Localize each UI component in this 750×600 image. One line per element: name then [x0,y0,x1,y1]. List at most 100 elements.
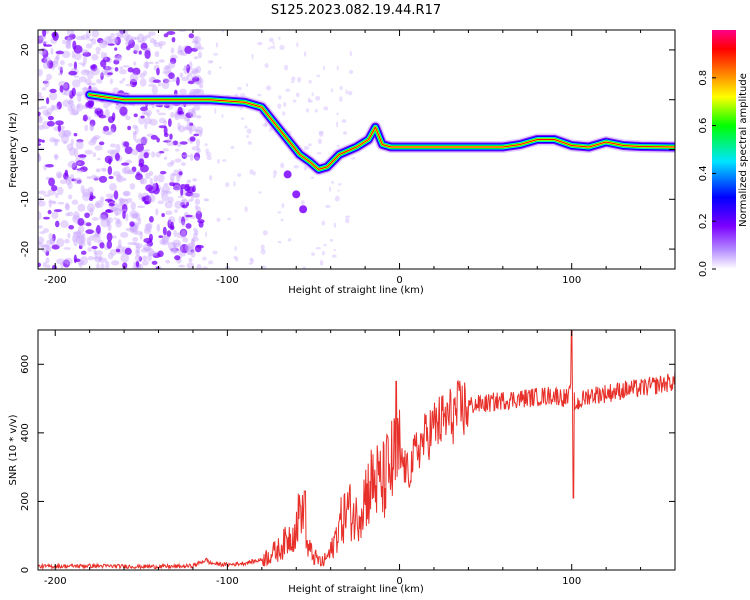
noise-speckle [110,32,115,38]
noise-speckle [105,67,115,70]
noise-speckle [145,172,151,180]
spectrogram-xlabel: Height of straight line (km) [288,285,424,296]
noise-speckle [71,199,79,205]
noise-speckle [119,66,123,70]
noise-speckle [205,148,210,154]
noise-speckle [160,240,170,246]
noise-speckle [38,143,42,146]
noise-speckle [194,41,202,50]
noise-speckle [141,36,147,42]
noise-speckle [145,222,153,229]
noise-speckle [293,165,299,169]
noise-speckle [165,79,172,83]
noise-speckle [165,64,170,71]
noise-speckle [199,84,204,89]
noise-speckle [157,112,167,116]
noise-speckle [80,232,86,236]
noise-speckle [234,245,237,252]
noise-speckle [110,207,120,212]
noise-speckle [172,173,177,177]
noise-speckle [71,162,78,171]
noise-speckle [132,213,139,219]
noise-speckle [87,82,97,86]
noise-speckle [89,119,96,127]
noise-speckle [133,221,140,228]
noise-speckle [45,97,50,105]
noise-speckle [53,209,63,213]
noise-speckle [60,261,64,269]
noise-speckle [46,120,55,127]
noise-speckle [38,236,45,245]
noise-speckle [110,124,117,133]
noise-speckle [170,221,174,230]
noise-speckle [153,42,161,48]
noise-speckle [129,221,135,227]
noise-speckle [76,104,81,109]
noise-speckle [178,216,182,224]
noise-speckle [38,115,43,124]
noise-speckle [104,35,112,46]
noise-speckle [185,201,190,207]
noise-speckle [106,232,113,242]
noise-speckle [125,83,133,87]
noise-speckle [77,161,81,165]
noise-speckle [311,252,315,256]
noise-speckle [246,128,252,134]
noise-speckle [60,134,70,144]
noise-speckle [166,141,175,147]
noise-speckle [89,191,94,199]
noise-speckle [171,242,181,246]
noise-speckle [92,217,99,221]
noise-speckle [323,106,329,111]
noise-speckle [118,209,128,212]
noise-speckle [122,191,130,197]
noise-speckle [187,199,192,202]
noise-speckle [280,218,284,222]
noise-speckle [101,40,110,46]
noise-speckle [54,154,58,161]
noise-speckle [52,31,59,41]
noise-speckle [67,233,71,239]
noise-speckle [144,122,148,130]
noise-speckle [143,227,152,235]
noise-speckle [48,177,56,187]
noise-speckle [96,262,100,269]
noise-speckle [249,169,254,175]
noise-speckle [82,188,91,198]
noise-speckle [311,92,314,97]
noise-speckle [77,93,82,103]
ridge-band [89,94,675,170]
snr-frame [37,329,676,571]
noise-speckle [158,117,166,124]
noise-speckle [93,177,99,181]
noise-speckle [63,247,72,250]
noise-speckle [319,260,324,266]
noise-speckle [194,204,199,211]
noise-speckle [46,239,54,245]
noise-speckle [38,241,43,248]
noise-speckle [50,47,54,55]
noise-speckle [80,34,90,41]
noise-speckle [91,106,98,110]
noise-speckle [105,65,109,75]
noise-speckle [64,169,68,177]
noise-speckle [151,260,158,265]
noise-speckle [100,72,104,80]
noise-speckle [90,37,97,46]
noise-speckle [113,217,117,220]
snr-xtick-label: -100 [216,576,239,587]
noise-speckle [192,178,198,182]
noise-speckle [191,40,198,44]
noise-speckle [152,79,161,84]
noise-speckle [174,250,182,253]
snr-ytick-label: 200 [20,492,31,511]
noise-speckle [213,52,219,56]
noise-speckle [192,35,201,44]
noise-speckle [343,131,348,135]
noise-speckle [181,76,189,82]
noise-speckle [159,43,163,49]
noise-speckle [323,243,327,247]
noise-speckle [195,126,204,135]
noise-speckle [202,266,208,269]
